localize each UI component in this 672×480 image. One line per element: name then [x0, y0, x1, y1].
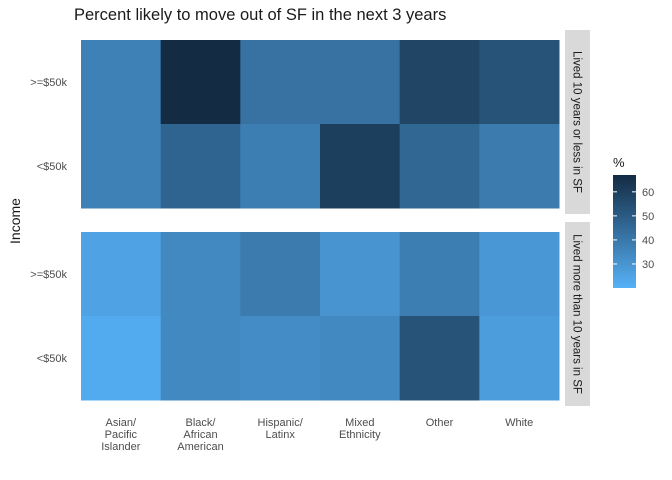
heatmap-cell	[160, 232, 241, 317]
heatmap-cell	[240, 124, 321, 209]
heatmap-cell	[399, 124, 480, 209]
heatmap-cell	[81, 124, 162, 209]
x-tick-label: Black/African American	[177, 417, 223, 453]
facet-strip	[565, 30, 590, 214]
legend-title: %	[613, 155, 625, 170]
heatmap-cell	[479, 316, 560, 401]
heatmap-cell	[399, 316, 480, 401]
heatmap-cell	[81, 40, 162, 125]
color-legend: % 30 40 50 60	[613, 155, 654, 288]
heatmap-cell	[320, 316, 401, 401]
legend-colorbar	[613, 175, 636, 288]
heatmap-cell	[240, 40, 321, 125]
y-tick-label: <$50k	[37, 161, 68, 173]
chart-title: Percent likely to move out of SF in the …	[74, 6, 447, 24]
heatmap-cell	[479, 232, 560, 317]
x-tick-label: White	[505, 417, 533, 429]
heatmap-cell	[240, 316, 321, 401]
facet-strip-label: Lived 10 years or less in SF	[571, 51, 583, 193]
legend-tick-label: 40	[642, 235, 654, 247]
y-tick-label: >=$50k	[30, 77, 67, 89]
y-tick-label: >=$50k	[30, 269, 67, 281]
heatmap-cell	[320, 40, 401, 125]
heatmap-cell	[81, 316, 162, 401]
facet-strip	[565, 222, 590, 406]
heatmap-cell	[160, 40, 241, 125]
legend-tick-label: 30	[642, 259, 654, 271]
heatmap-cell	[399, 232, 480, 317]
heatmap-cell	[160, 124, 241, 209]
y-tick-label: <$50k	[37, 353, 68, 365]
heatmap-cell	[320, 124, 401, 209]
heatmap-cell	[320, 232, 401, 317]
legend-tick-label: 50	[642, 211, 654, 223]
y-axis-title: Income	[7, 198, 23, 244]
heatmap-cell	[240, 232, 321, 317]
heatmap-cell	[81, 232, 162, 317]
heatmap-cell	[399, 40, 480, 125]
facet-strip-label: Lived more than 10 years in SF	[571, 234, 583, 394]
x-tick-label: Asian/Pacific Islander	[101, 417, 140, 453]
legend-tick-label: 60	[642, 187, 654, 199]
x-tick-label: Hispanic/Latinx	[258, 417, 304, 441]
heatmap-cell	[479, 40, 560, 125]
x-tick-label: Other	[426, 417, 454, 429]
heatmap-cell	[160, 316, 241, 401]
x-tick-label: Mixed Ethnicity	[339, 417, 381, 441]
heatmap-cell	[479, 124, 560, 209]
